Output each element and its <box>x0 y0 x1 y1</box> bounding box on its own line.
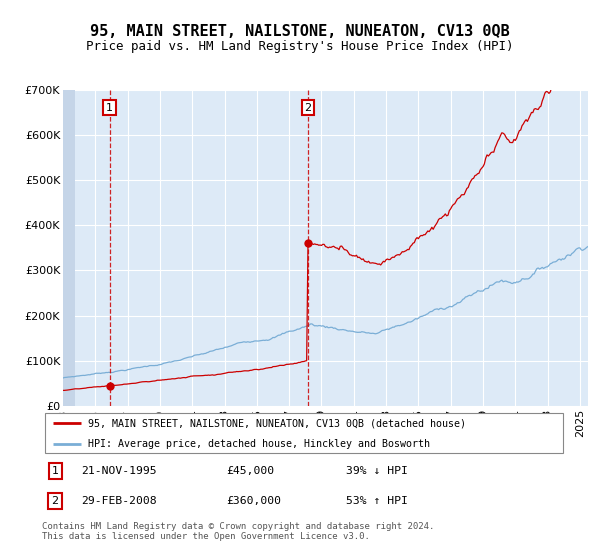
Text: 1: 1 <box>52 466 59 476</box>
Text: 95, MAIN STREET, NAILSTONE, NUNEATON, CV13 0QB: 95, MAIN STREET, NAILSTONE, NUNEATON, CV… <box>90 24 510 39</box>
Text: 53% ↑ HPI: 53% ↑ HPI <box>347 496 409 506</box>
Text: 29-FEB-2008: 29-FEB-2008 <box>82 496 157 506</box>
Text: 1: 1 <box>106 102 113 113</box>
Bar <box>63 90 75 406</box>
Text: 2: 2 <box>52 496 59 506</box>
Text: £360,000: £360,000 <box>226 496 281 506</box>
Text: 2: 2 <box>304 102 311 113</box>
FancyBboxPatch shape <box>44 413 563 453</box>
Text: 21-NOV-1995: 21-NOV-1995 <box>82 466 157 476</box>
Text: 95, MAIN STREET, NAILSTONE, NUNEATON, CV13 0QB (detached house): 95, MAIN STREET, NAILSTONE, NUNEATON, CV… <box>88 418 466 428</box>
Text: 39% ↓ HPI: 39% ↓ HPI <box>347 466 409 476</box>
Text: HPI: Average price, detached house, Hinckley and Bosworth: HPI: Average price, detached house, Hinc… <box>88 439 430 449</box>
Text: Price paid vs. HM Land Registry's House Price Index (HPI): Price paid vs. HM Land Registry's House … <box>86 40 514 53</box>
Text: Contains HM Land Registry data © Crown copyright and database right 2024.
This d: Contains HM Land Registry data © Crown c… <box>42 522 434 542</box>
Text: £45,000: £45,000 <box>226 466 274 476</box>
